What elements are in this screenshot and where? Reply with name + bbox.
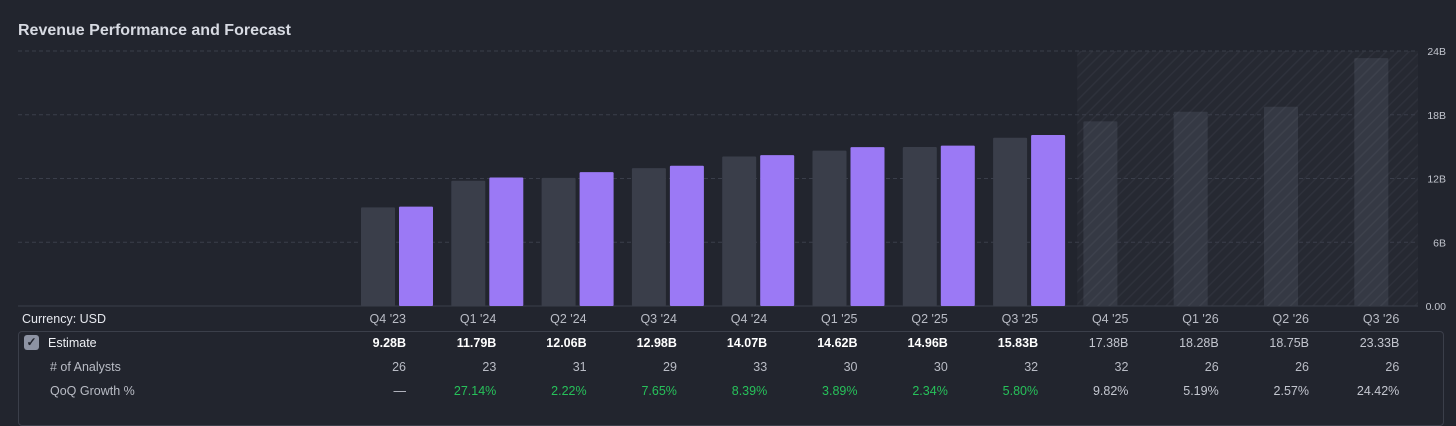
actual-bar	[850, 147, 885, 306]
currency-label: Currency: USD	[22, 312, 107, 326]
estimate-bar	[902, 147, 937, 306]
estimate-row[interactable]: ✓ Estimate 9.28B 11.79B 12.06B 12.98B 14.07B…	[18, 331, 1444, 355]
growth-value: 5.80%	[1002, 384, 1039, 398]
forecast-estimate-bar	[1173, 111, 1208, 307]
growth-row: QoQ Growth % — 27.14% 2.22% 7.65% 8.39% 3.89%…	[18, 379, 1444, 403]
estimate-value: 23.33B	[1359, 336, 1400, 350]
forecast-estimate-bar	[1083, 121, 1118, 307]
analysts-value: 32	[1114, 360, 1129, 374]
column-header: Q2 '25	[911, 312, 948, 326]
analysts-value: 30	[843, 360, 858, 374]
growth-value: 5.19%	[1183, 384, 1219, 398]
analysts-value: 26	[392, 360, 406, 374]
estimate-bar	[631, 168, 666, 306]
column-header: Q1 '24	[459, 312, 497, 326]
growth-label: QoQ Growth %	[50, 384, 135, 398]
growth-value: 3.89%	[822, 384, 858, 398]
column-header: Q1 '26	[1182, 312, 1219, 326]
analysts-label: # of Analysts	[50, 360, 121, 374]
estimate-label: Estimate	[48, 336, 97, 350]
analysts-row: # of Analysts 26 23 31 29 33 30 30 32 32 26 26 26	[18, 355, 1444, 379]
actual-bar	[669, 165, 704, 306]
growth-value: 9.82%	[1092, 384, 1129, 398]
analysts-value: 30	[933, 360, 948, 374]
column-header: Q4 '25	[1091, 312, 1129, 326]
y-tick-label: 6B	[1433, 237, 1446, 249]
analysts-value: 29	[663, 360, 677, 374]
column-header: Q3 '24	[640, 312, 677, 326]
estimate-value: 14.96B	[907, 336, 948, 350]
estimate-value: 12.98B	[636, 336, 677, 350]
column-header: Q4 '24	[730, 312, 768, 326]
chart-title: Revenue Performance and Forecast	[18, 22, 291, 39]
estimate-value: 17.38B	[1088, 336, 1129, 350]
estimate-value: 14.07B	[726, 336, 768, 350]
analysts-value: 23	[482, 360, 497, 374]
header-row: Currency: USD Q4 '23 Q1 '24 Q2 '24 Q3 '24 Q4…	[18, 307, 1444, 331]
y-tick-label: 12B	[1427, 174, 1446, 186]
estimate-bar	[451, 180, 486, 306]
actual-bar	[579, 172, 614, 306]
growth-value: 2.57%	[1273, 384, 1309, 398]
estimate-bar	[722, 156, 757, 306]
estimate-value: 18.75B	[1269, 336, 1309, 350]
analysts-value: 33	[753, 360, 768, 374]
estimate-value: 9.28B	[372, 336, 406, 350]
growth-value: 2.22%	[551, 384, 587, 398]
column-header: Q2 '24	[550, 312, 587, 326]
analysts-value: 26	[1295, 360, 1309, 374]
estimate-value: 15.83B	[997, 336, 1039, 350]
actual-bar	[1031, 134, 1066, 306]
estimate-bar	[541, 177, 576, 306]
revenue-chart: 0.00 6B 12B 18B 24B	[18, 46, 1447, 310]
actual-bar	[940, 145, 975, 306]
actual-bar	[760, 155, 795, 306]
estimate-value: 12.06B	[546, 336, 587, 350]
estimate-checkbox[interactable]: ✓	[24, 335, 39, 350]
growth-value: 24.42%	[1356, 384, 1400, 398]
y-tick-label: 18B	[1427, 110, 1446, 122]
growth-value: 27.14%	[453, 384, 497, 398]
estimate-bar	[361, 207, 395, 306]
y-tick-label: 0.00	[1426, 301, 1447, 310]
column-header: Q3 '25	[1001, 312, 1039, 326]
analysts-value: 26	[1204, 360, 1219, 374]
analysts-value: 31	[572, 360, 587, 374]
analysts-value: 32	[1024, 360, 1039, 374]
column-header: Q3 '26	[1362, 312, 1400, 326]
actual-bar	[489, 177, 524, 306]
actual-bar	[399, 206, 433, 306]
column-header: Q2 '26	[1272, 312, 1309, 326]
growth-value: 2.34%	[912, 384, 948, 398]
estimate-bar	[993, 137, 1028, 306]
growth-value: 7.65%	[641, 384, 677, 398]
estimate-value: 11.79B	[456, 336, 497, 350]
estimate-value: 14.62B	[817, 336, 858, 350]
estimate-value: 18.28B	[1179, 336, 1219, 350]
column-header: Q1 '25	[821, 312, 858, 326]
y-tick-label: 24B	[1427, 46, 1446, 58]
analysts-value: 26	[1385, 360, 1400, 374]
growth-value: 8.39%	[731, 384, 768, 398]
forecast-estimate-bar	[1354, 58, 1389, 307]
growth-value: —	[393, 384, 407, 398]
estimate-bar	[812, 150, 847, 306]
column-header: Q4 '23	[369, 312, 406, 326]
forecast-estimate-bar	[1264, 106, 1298, 306]
